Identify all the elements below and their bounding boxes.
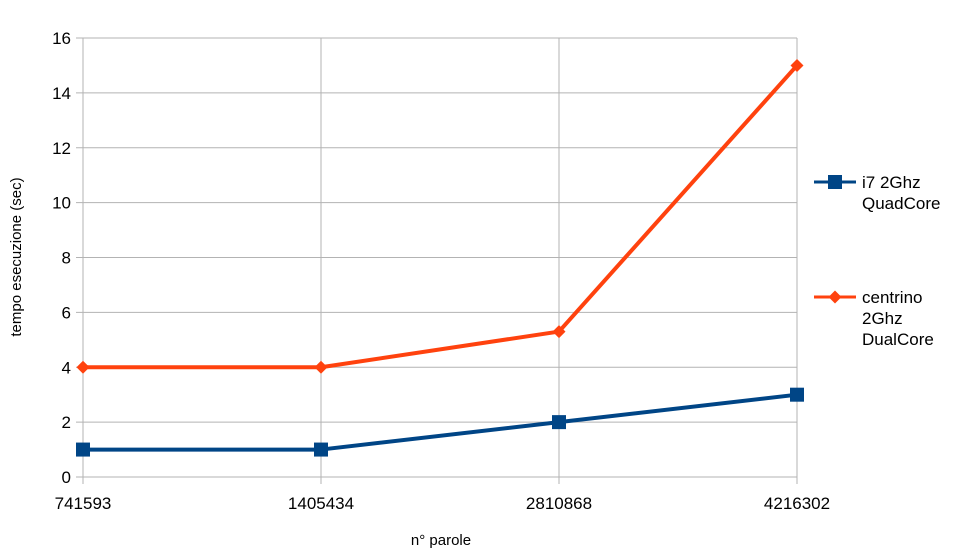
data-point-square	[552, 415, 566, 430]
y-tick-label: 10	[52, 194, 71, 213]
data-point-diamond	[552, 325, 566, 339]
series-2	[76, 58, 804, 374]
y-tick-label: 14	[52, 84, 71, 103]
legend: i7 2Ghz QuadCore centrino 2Ghz DualCore	[814, 173, 940, 349]
series-line	[83, 64, 799, 370]
x-tick-label: 1405434	[288, 494, 354, 513]
data-point-diamond	[314, 360, 328, 374]
legend-label: 2Ghz	[862, 309, 903, 328]
data-point-diamond	[828, 290, 842, 304]
y-tick-label: 2	[62, 413, 71, 432]
data-point-square	[314, 442, 328, 457]
y-tick-labels: 0 2 4 6 8 10 12 14 16	[52, 29, 71, 487]
legend-label: DualCore	[862, 330, 934, 349]
data-point-square	[76, 442, 90, 457]
series-group	[76, 58, 804, 457]
x-tick-labels: 741593 1405434 2810868 4216302	[55, 494, 830, 513]
y-tick-label: 8	[62, 249, 71, 268]
legend-label: centrino	[862, 288, 922, 307]
series-line	[83, 392, 798, 452]
y-tick-label: 0	[62, 468, 71, 487]
legend-item-1: i7 2Ghz QuadCore	[814, 173, 940, 213]
x-axis-label: n° parole	[411, 532, 471, 549]
y-axis-label: tempo esecuzione (sec)	[8, 177, 25, 336]
x-tick-label: 741593	[55, 494, 112, 513]
y-tick-label: 16	[52, 29, 71, 48]
legend-label: i7 2Ghz	[862, 173, 921, 192]
gridlines	[82, 37, 798, 477]
data-point-diamond	[76, 360, 90, 374]
x-tick-label: 2810868	[526, 494, 592, 513]
y-tick-label: 12	[52, 139, 71, 158]
series-1	[76, 387, 804, 457]
legend-item-2: centrino 2Ghz DualCore	[814, 288, 934, 349]
data-point-diamond	[790, 58, 804, 72]
axes	[76, 37, 798, 484]
y-tick-label: 4	[62, 358, 71, 377]
data-point-square	[790, 387, 804, 402]
legend-label: QuadCore	[862, 194, 940, 213]
x-tick-label: 4216302	[764, 494, 830, 513]
data-point-square	[828, 175, 842, 189]
y-tick-label: 6	[62, 303, 71, 322]
